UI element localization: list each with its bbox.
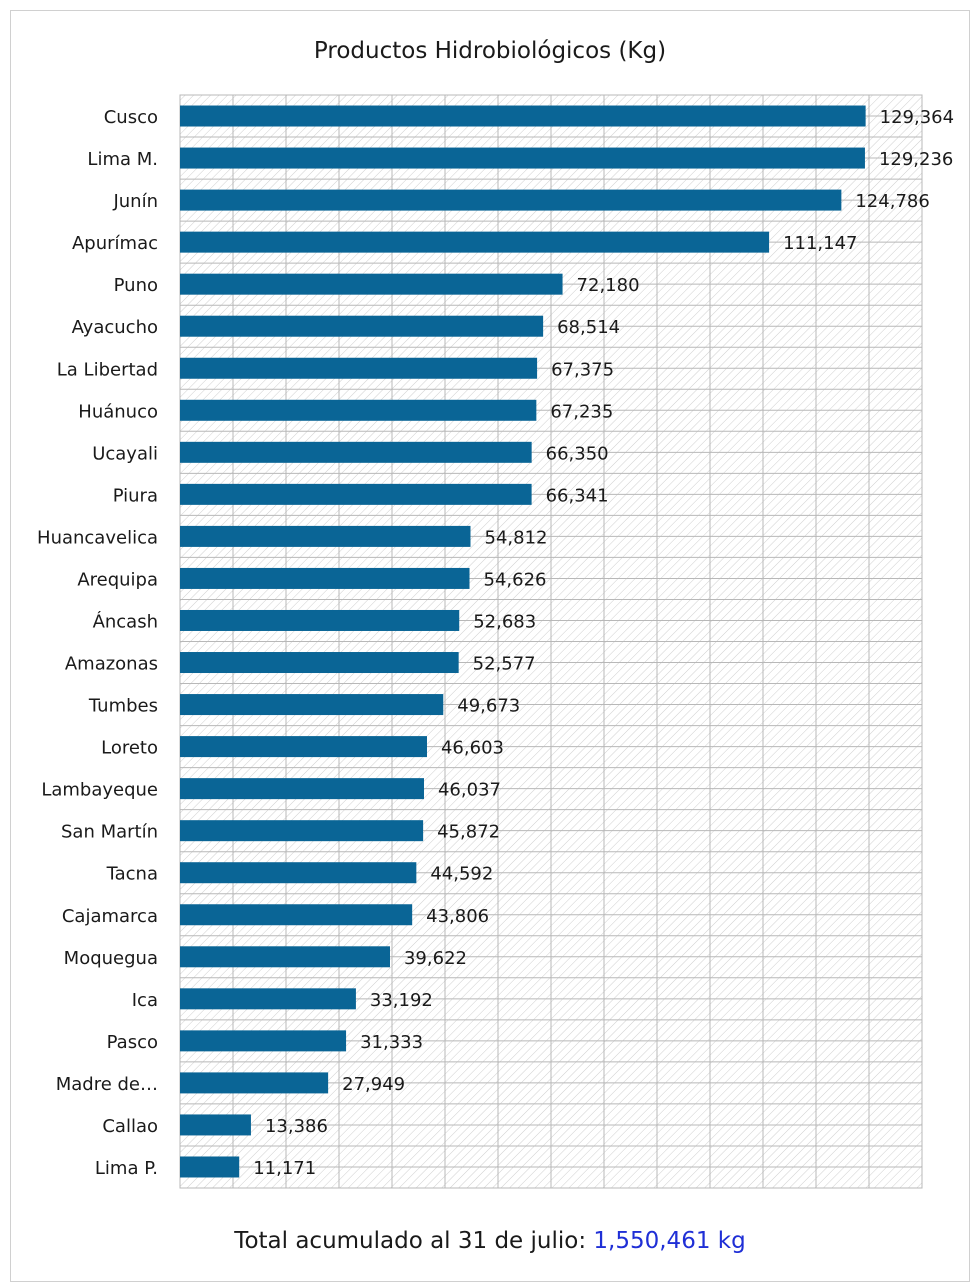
category-label: Pasco <box>107 1032 158 1053</box>
bar-chart: Cusco Lima M. Junín Apurímac Puno Ayacucho La … <box>37 94 954 1189</box>
category-label: Piura <box>113 485 158 506</box>
value-label: 66,350 <box>546 443 609 464</box>
value-label: 111,147 <box>783 233 857 254</box>
category-label: Madre de… <box>56 1074 158 1095</box>
bar <box>180 1030 347 1052</box>
value-label: 33,192 <box>370 990 433 1011</box>
bars <box>180 105 866 1178</box>
bar <box>180 315 544 337</box>
value-label: 45,872 <box>437 822 500 843</box>
bar <box>180 1114 251 1136</box>
category-label: Apurímac <box>72 233 158 254</box>
footer-label: Total acumulado al 31 de julio: <box>234 1228 594 1254</box>
value-label: 13,386 <box>265 1116 328 1137</box>
bar <box>180 862 417 884</box>
category-label: Junín <box>112 191 158 212</box>
value-label: 39,622 <box>404 948 467 969</box>
category-label: Lambayeque <box>41 780 158 801</box>
value-label: 46,603 <box>441 738 504 759</box>
category-label: Huancavelica <box>37 527 158 548</box>
value-label: 72,180 <box>577 275 640 296</box>
footer-total-value: 1,550,461 kg <box>593 1228 746 1254</box>
category-label: Lima P. <box>95 1158 158 1179</box>
bar <box>180 736 427 758</box>
value-label: 46,037 <box>438 780 501 801</box>
bar <box>180 567 470 589</box>
value-label: 124,786 <box>855 191 929 212</box>
bar <box>180 694 444 716</box>
bar <box>180 609 460 631</box>
value-label: 49,673 <box>457 696 520 717</box>
category-label: Tacna <box>106 864 158 885</box>
bar <box>180 399 537 421</box>
bar <box>180 189 842 211</box>
category-label: La Libertad <box>57 359 158 380</box>
bar <box>180 525 471 547</box>
value-label: 54,626 <box>484 569 547 590</box>
category-label: Lima M. <box>87 149 158 170</box>
bar <box>180 652 459 674</box>
category-label: Tumbes <box>88 696 158 717</box>
value-label: 129,364 <box>880 107 954 128</box>
category-label: Ayacucho <box>72 317 158 338</box>
bar <box>180 483 532 505</box>
footer-total: Total acumulado al 31 de julio: 1,550,46… <box>0 1228 980 1254</box>
category-label: Amazonas <box>65 654 158 675</box>
bar <box>180 1072 329 1094</box>
value-label: 66,341 <box>546 485 609 506</box>
category-label: Áncash <box>93 610 158 632</box>
category-label: Huánuco <box>78 401 158 422</box>
bar <box>180 147 865 169</box>
bar <box>180 778 424 800</box>
bar <box>180 946 390 968</box>
value-labels: 129,364 129,236 124,786 111,147 72,180 68,514… <box>253 107 954 1179</box>
category-label: Loreto <box>101 738 158 759</box>
chart-title: Productos Hidrobiológicos (Kg) <box>313 38 667 64</box>
bar <box>180 904 413 926</box>
value-label: 11,171 <box>253 1158 316 1179</box>
value-label: 31,333 <box>360 1032 423 1053</box>
bar <box>180 1156 240 1178</box>
category-labels: Cusco Lima M. Junín Apurímac Puno Ayacucho La … <box>37 107 158 1179</box>
category-label: Cajamarca <box>62 906 158 927</box>
category-label: Ucayali <box>92 443 158 464</box>
value-label: 67,235 <box>550 401 613 422</box>
bar <box>180 105 866 127</box>
category-label: Callao <box>102 1116 158 1137</box>
bar <box>180 988 356 1010</box>
category-label: Cusco <box>104 107 158 128</box>
value-label: 27,949 <box>342 1074 405 1095</box>
category-label: Ica <box>132 990 158 1011</box>
value-label: 68,514 <box>557 317 620 338</box>
bar <box>180 357 538 379</box>
value-label: 129,236 <box>879 149 953 170</box>
value-label: 52,683 <box>473 611 536 632</box>
bar <box>180 441 532 463</box>
bar <box>180 820 424 842</box>
value-label: 54,812 <box>485 527 548 548</box>
value-label: 44,592 <box>430 864 493 885</box>
bar <box>180 273 563 295</box>
bar <box>180 231 770 253</box>
value-label: 67,375 <box>551 359 614 380</box>
category-label: Moquegua <box>64 948 158 969</box>
value-label: 52,577 <box>473 654 536 675</box>
category-label: Arequipa <box>77 569 158 590</box>
value-label: 43,806 <box>426 906 489 927</box>
category-label: San Martín <box>61 822 158 843</box>
category-label: Puno <box>114 275 158 296</box>
